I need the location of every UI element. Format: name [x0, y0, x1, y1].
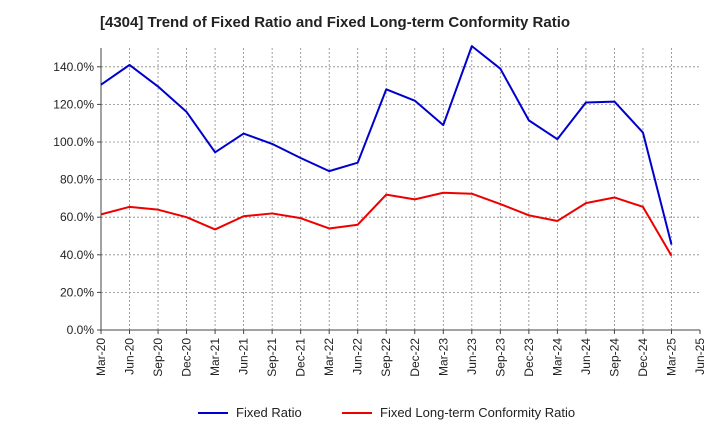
legend-swatch-fixed-ratio [198, 411, 228, 414]
x-tick-label: Jun-20 [123, 338, 137, 375]
x-tick-label: Jun-23 [465, 338, 479, 375]
x-tick-label: Dec-22 [408, 338, 422, 377]
legend-label-fixed-long-term-conformity-ratio: Fixed Long-term Conformity Ratio [380, 405, 576, 420]
x-tick-label: Jun-25 [693, 338, 707, 375]
x-tick-label: Mar-23 [436, 338, 450, 376]
x-tick-label: Sep-20 [151, 338, 165, 377]
chart-title: [4304] Trend of Fixed Ratio and Fixed Lo… [100, 14, 571, 31]
series-lines [100, 45, 673, 257]
x-tick-label: Jun-21 [237, 338, 251, 375]
x-tick-label: Mar-22 [322, 338, 336, 376]
y-tick-label: 0.0% [67, 323, 95, 337]
legend-item-fixed-ratio: Fixed Ratio [198, 405, 302, 420]
series-line-fixed-ratio [100, 45, 673, 245]
y-tick-label: 20.0% [60, 285, 94, 299]
x-tick-label: Sep-24 [607, 338, 621, 377]
axes [100, 48, 700, 331]
x-tick-label: Dec-24 [636, 338, 650, 377]
y-axis-ticks: 0.0% 20.0% 40.0% 60.0% 80.0% 100.0% 120.0% 140.… [53, 60, 101, 337]
grid [101, 48, 700, 330]
y-tick-label: 140.0% [53, 60, 94, 74]
y-tick-label: 60.0% [60, 210, 94, 224]
x-tick-label: Mar-25 [664, 338, 678, 376]
legend: Fixed Ratio Fixed Long-term Conformity R… [0, 405, 720, 425]
x-tick-label: Dec-23 [522, 338, 536, 377]
x-tick-label: Jun-22 [351, 338, 365, 375]
x-tick-label: Sep-23 [493, 338, 507, 377]
y-tick-label: 100.0% [53, 135, 94, 149]
y-tick-label: 40.0% [60, 248, 94, 262]
x-tick-label: Sep-21 [265, 338, 279, 377]
legend-item-fixed-long-term-conformity-ratio: Fixed Long-term Conformity Ratio [342, 405, 575, 420]
x-tick-label: Mar-24 [550, 338, 564, 376]
y-tick-label: 120.0% [53, 97, 94, 111]
x-axis-ticks: Mar-20 Jun-20 Sep-20 Dec-20 Mar-21 Jun-21 Sep-… [94, 330, 707, 377]
x-tick-label: Jun-24 [579, 338, 593, 375]
x-tick-label: Sep-22 [379, 338, 393, 377]
series-line-fixed-long-term-conformity-ratio [100, 191, 673, 257]
x-tick-label: Dec-20 [180, 338, 194, 377]
x-tick-label: Dec-21 [294, 338, 308, 377]
x-tick-label: Mar-20 [94, 338, 108, 376]
legend-label-fixed-ratio: Fixed Ratio [236, 405, 302, 420]
x-tick-label: Mar-21 [208, 338, 222, 376]
y-tick-label: 80.0% [60, 173, 94, 187]
legend-swatch-fixed-long-term-conformity-ratio [342, 411, 372, 414]
